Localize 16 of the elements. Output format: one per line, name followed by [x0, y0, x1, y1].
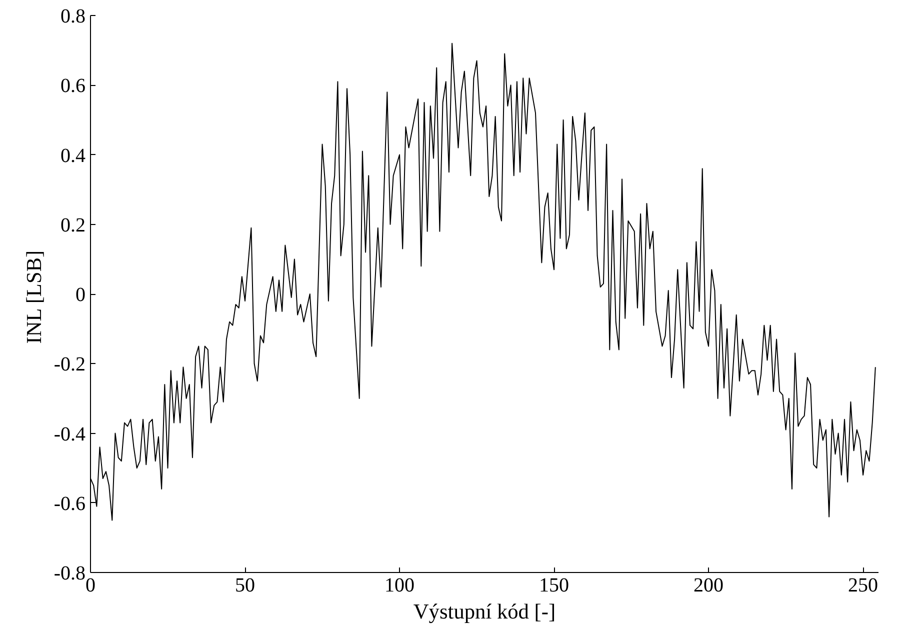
- y-tick-label: -0.8: [54, 562, 86, 584]
- y-tick-label: 0.8: [60, 6, 86, 28]
- y-tick-label: 0.6: [60, 75, 86, 98]
- y-tick-label: 0.4: [60, 144, 86, 167]
- y-tick-label: 0.2: [60, 214, 86, 236]
- x-tick-label: 150: [539, 574, 570, 596]
- y-tick-label: -0.2: [54, 354, 86, 376]
- y-tick-label: -0.6: [54, 492, 86, 515]
- x-tick-label: 50: [235, 574, 256, 596]
- y-tick-label: -0.4: [54, 423, 86, 446]
- y-tick-label: 0: [76, 284, 86, 306]
- x-tick-label: 200: [694, 574, 724, 596]
- x-tick-label: 250: [848, 574, 878, 596]
- y-axis-title: INL [LSB]: [22, 250, 46, 344]
- x-tick-label: 100: [384, 574, 415, 596]
- x-axis-title: Výstupní kód [-]: [413, 600, 556, 624]
